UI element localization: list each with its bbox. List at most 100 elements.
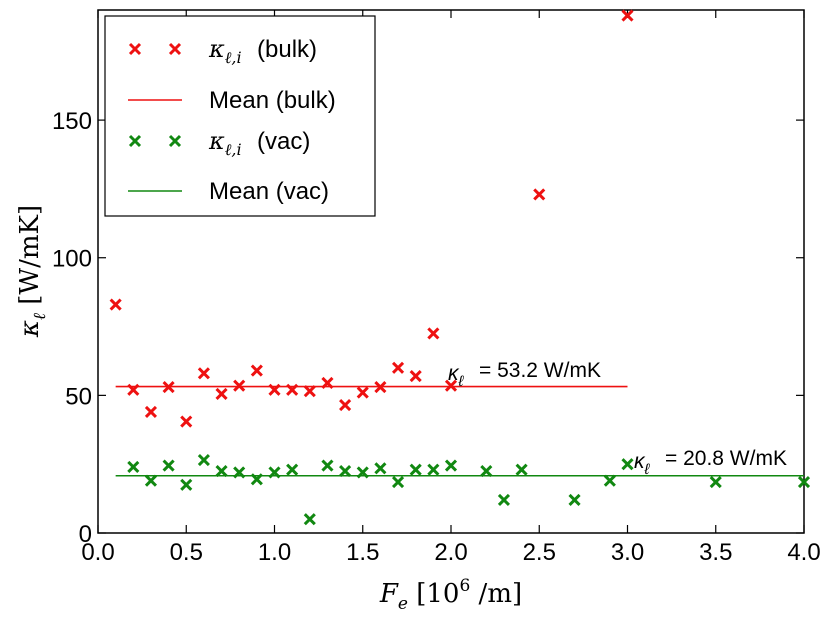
x-marker xyxy=(497,493,511,507)
data-points xyxy=(109,9,811,526)
x-marker xyxy=(144,405,158,418)
x-marker xyxy=(603,474,616,487)
x-marker xyxy=(286,463,299,476)
x-marker xyxy=(144,474,158,487)
data-point-bulk xyxy=(374,381,387,394)
data-point-vac xyxy=(480,465,493,478)
y-tick-label: 150 xyxy=(52,108,92,135)
x-marker xyxy=(621,9,634,22)
data-point-vac xyxy=(215,465,228,478)
x-marker xyxy=(303,385,316,398)
data-point-vac xyxy=(427,463,440,476)
data-point-vac xyxy=(497,493,511,507)
axis-ticks: 0.0 0.5 1.0 1.5 2.0 2.5 3.0 3.5 4.0 0 50 100 150 xyxy=(52,10,821,566)
y-axis-label: κℓ [W/mK] xyxy=(15,205,50,338)
mean-lines xyxy=(115,385,804,477)
x-marker xyxy=(127,383,140,396)
data-point-vac xyxy=(709,476,722,489)
y-tick-label: 50 xyxy=(65,383,92,410)
x-marker xyxy=(127,460,140,473)
data-point-vac xyxy=(444,459,458,472)
x-marker xyxy=(709,476,722,489)
legend-marker-bulk-2 xyxy=(168,42,182,56)
data-point-bulk xyxy=(268,383,281,396)
annotation-bulk-value: = 53.2 W/mK xyxy=(479,359,601,382)
x-marker xyxy=(197,367,210,380)
x-marker xyxy=(356,386,369,399)
data-point-vac xyxy=(180,478,193,491)
legend-label-bulk: (bulk) xyxy=(257,36,317,63)
x-marker xyxy=(391,361,405,374)
annotation-vac-mean: κℓ = 20.8 W/mK xyxy=(634,447,787,478)
data-point-bulk xyxy=(427,327,440,340)
x-marker xyxy=(286,383,299,396)
legend-box xyxy=(104,15,376,217)
data-point-bulk xyxy=(162,381,175,394)
data-point-bulk xyxy=(321,376,334,390)
x-marker xyxy=(303,513,316,526)
x-marker xyxy=(409,370,422,383)
x-marker xyxy=(162,381,175,394)
x-tick-label: 3.0 xyxy=(611,539,644,566)
x-marker xyxy=(180,415,193,428)
data-point-vac xyxy=(409,463,422,476)
data-point-vac xyxy=(797,476,811,489)
x-marker xyxy=(533,188,546,201)
x-marker xyxy=(180,478,193,491)
data-point-bulk xyxy=(286,383,299,396)
x-marker xyxy=(409,463,422,476)
data-point-vac xyxy=(127,460,140,473)
x-axis-label: Fe [106 /m] xyxy=(379,576,522,614)
data-point-bulk xyxy=(250,364,263,377)
data-point-bulk xyxy=(197,367,210,380)
x-marker xyxy=(250,364,263,377)
data-point-vac xyxy=(144,474,158,487)
data-point-bulk xyxy=(127,383,140,396)
x-tick-label: 0.0 xyxy=(81,539,114,566)
data-point-vac xyxy=(391,476,405,489)
data-point-vac xyxy=(374,462,387,475)
x-marker xyxy=(374,381,387,394)
data-point-vac xyxy=(568,493,581,507)
x-marker xyxy=(321,459,334,472)
x-marker xyxy=(515,463,528,476)
x-marker xyxy=(197,453,210,467)
data-point-vac xyxy=(621,458,634,471)
x-marker xyxy=(427,463,440,476)
data-point-bulk xyxy=(180,415,193,428)
x-tick-label: 1.5 xyxy=(346,539,379,566)
x-marker xyxy=(621,458,634,471)
legend-label-vac: (vac) xyxy=(257,128,310,155)
data-point-vac xyxy=(286,463,299,476)
x-marker xyxy=(568,493,581,507)
data-point-bulk xyxy=(215,387,228,401)
data-point-bulk xyxy=(303,385,316,398)
x-marker xyxy=(391,476,405,489)
annotation-vac-value: = 20.8 W/mK xyxy=(665,447,787,470)
x-marker xyxy=(215,465,228,478)
x-tick-label: 2.0 xyxy=(434,539,467,566)
data-point-vac xyxy=(339,465,352,478)
x-marker xyxy=(427,327,440,340)
x-marker xyxy=(250,473,263,486)
data-point-vac xyxy=(321,459,334,472)
data-point-bulk xyxy=(444,379,458,392)
x-tick-label: 2.5 xyxy=(523,539,556,566)
data-point-bulk xyxy=(391,361,405,374)
legend: κℓ,i (bulk) Mean (bulk) κℓ,i (vac) Mean … xyxy=(104,15,376,217)
x-marker xyxy=(233,379,246,392)
legend-entry-vac-mean: Mean (vac) xyxy=(128,178,329,205)
legend-marker-vac-1 xyxy=(128,134,142,148)
data-point-bulk xyxy=(339,398,352,412)
data-point-bulk xyxy=(409,370,422,383)
data-point-bulk xyxy=(533,188,546,201)
y-tick-label: 100 xyxy=(52,246,92,273)
x-marker xyxy=(480,465,493,478)
data-point-vac xyxy=(603,474,616,487)
legend-label-vac-mean: Mean (vac) xyxy=(209,178,329,205)
x-tick-label: 3.5 xyxy=(699,539,732,566)
x-marker xyxy=(339,465,352,478)
x-marker xyxy=(268,466,281,479)
x-marker xyxy=(233,466,246,479)
